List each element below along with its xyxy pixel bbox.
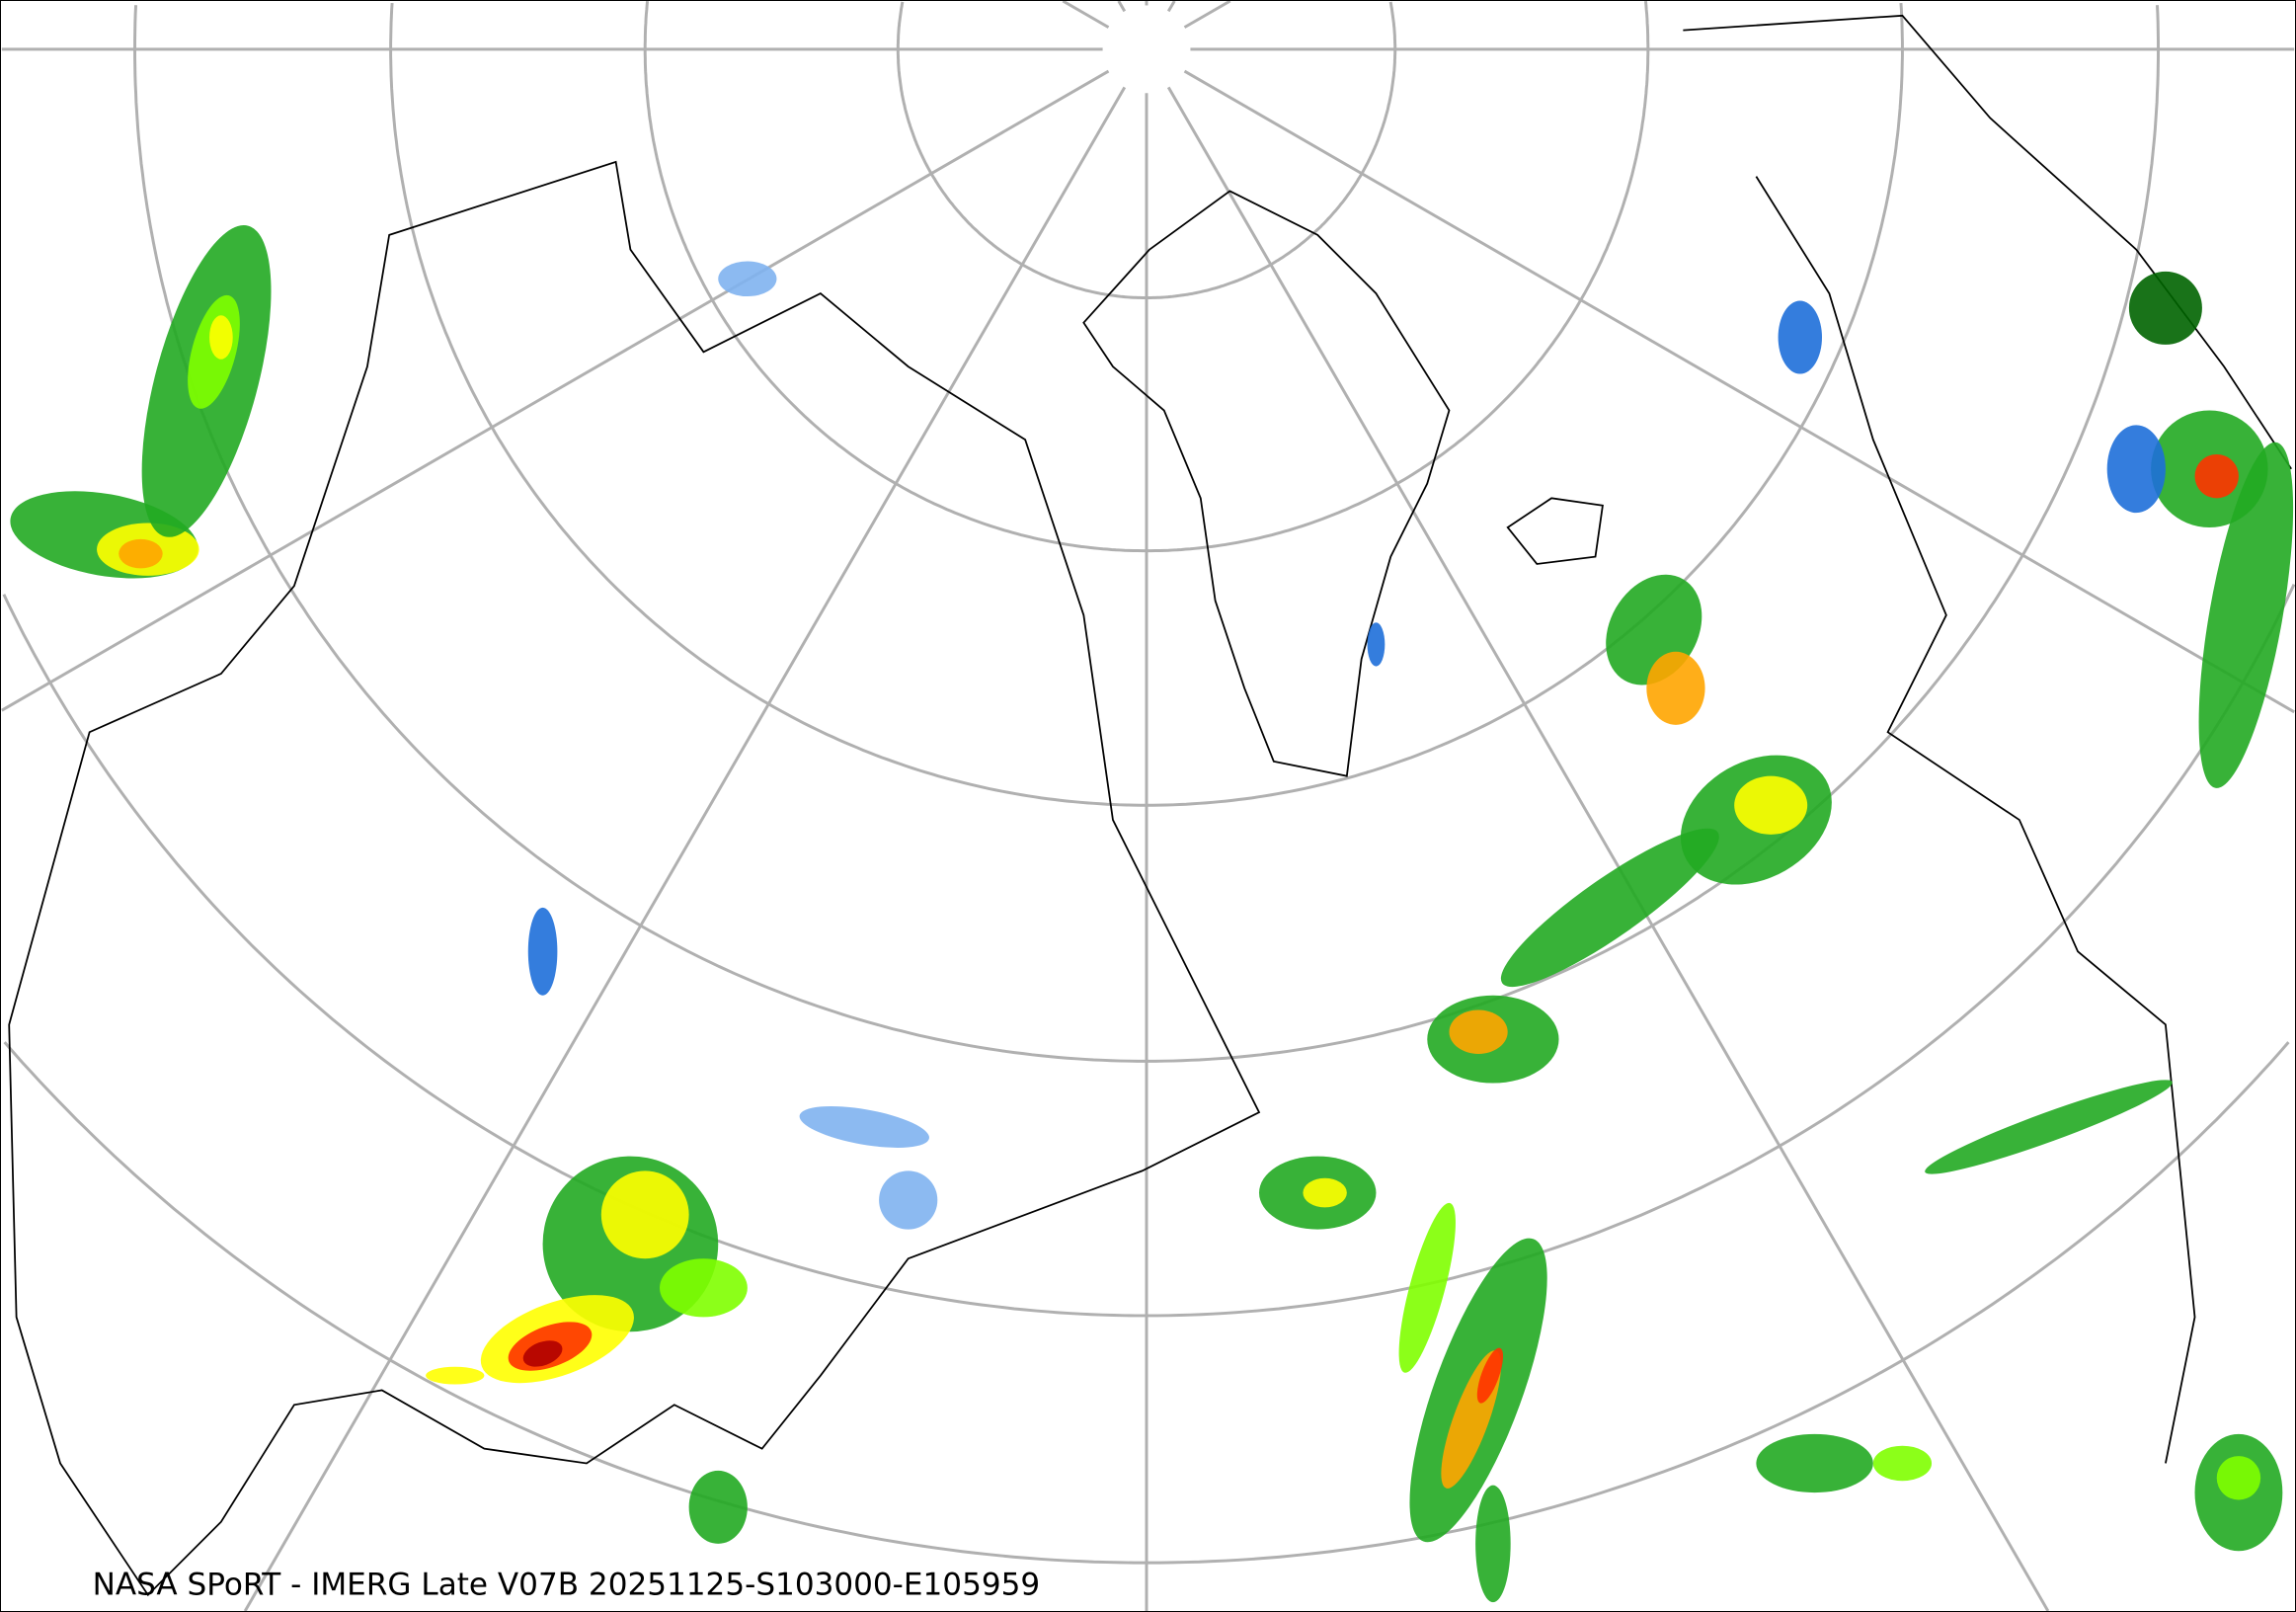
precipitation-area bbox=[1398, 1202, 1456, 1373]
precipitation-area bbox=[1778, 300, 1822, 374]
precipitation-area bbox=[119, 538, 163, 569]
precipitation-area bbox=[1303, 1177, 1347, 1208]
precipitation-area bbox=[2194, 453, 2239, 499]
precipitation-area bbox=[1367, 622, 1386, 667]
precipitation-area bbox=[1475, 1485, 1511, 1603]
precipitation-area bbox=[879, 1170, 938, 1230]
precipitation-area bbox=[1925, 1080, 2173, 1174]
precipitation-area bbox=[1476, 1347, 1504, 1404]
precipitation-area bbox=[2128, 271, 2202, 345]
precipitation-area bbox=[2198, 442, 2294, 788]
precipitation-area bbox=[1449, 1009, 1508, 1054]
north-america-outline bbox=[8, 160, 1261, 1597]
coastlines-and-borders bbox=[8, 14, 2292, 1597]
greenland-outline bbox=[1082, 190, 1451, 777]
meridian-line bbox=[1117, 1, 1127, 13]
meridian-line bbox=[1166, 1, 1176, 13]
meridian-line bbox=[1183, 1, 1231, 29]
meridian-line bbox=[1062, 1, 1110, 29]
meridian-line bbox=[243, 86, 1127, 1611]
precipitation-area bbox=[527, 907, 558, 996]
meridian-line bbox=[1183, 69, 2295, 714]
product-caption: NASA SPoRT - IMERG Late V07B 20251125-S1… bbox=[93, 1568, 1041, 1603]
meridian-line bbox=[1, 69, 1110, 712]
precipitation-area bbox=[1756, 1433, 1873, 1493]
latitude-circle bbox=[2, 584, 2295, 1318]
precipitation-area bbox=[426, 1366, 485, 1385]
precipitation-area bbox=[209, 315, 233, 360]
europe-outline bbox=[1683, 14, 2292, 1464]
latitude-circle bbox=[389, 2, 1904, 807]
precipitation-area bbox=[1734, 775, 1808, 835]
precipitation-area bbox=[2216, 1456, 2261, 1500]
precipitation-area bbox=[799, 1105, 929, 1148]
precipitation-area bbox=[600, 1170, 689, 1259]
latitude-circle bbox=[133, 5, 2160, 1063]
precipitation-area bbox=[660, 1258, 748, 1318]
latitude-circle bbox=[896, 1, 1397, 300]
iceland-outline bbox=[1506, 497, 1604, 565]
precipitation-area bbox=[1500, 828, 1719, 988]
precipitation-area bbox=[2106, 425, 2166, 514]
latitude-circle bbox=[643, 1, 1650, 553]
precipitation-area bbox=[1646, 651, 1705, 725]
precipitation-area bbox=[1872, 1445, 1933, 1482]
precipitation-overlay bbox=[10, 225, 2294, 1603]
precipitation-area bbox=[522, 1340, 563, 1367]
meridian-line bbox=[1166, 86, 2050, 1611]
precipitation-area bbox=[688, 1470, 748, 1544]
precipitation-area bbox=[718, 261, 777, 297]
